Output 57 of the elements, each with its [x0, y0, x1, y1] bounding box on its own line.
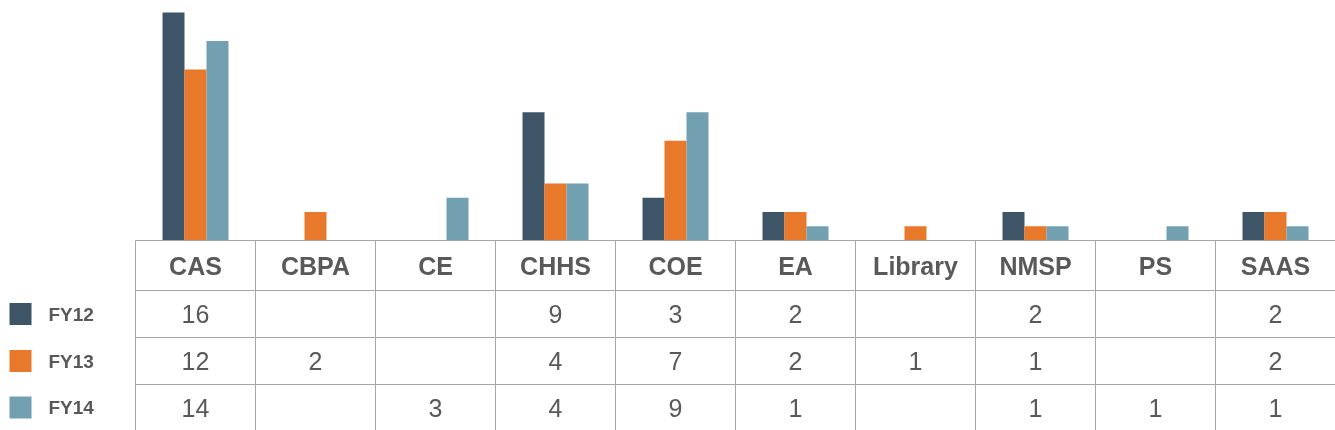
bar: [642, 197, 665, 241]
data-label: 2: [308, 347, 323, 375]
data-label: 3: [668, 300, 683, 328]
legend-label: FY14: [48, 397, 95, 418]
data-label: 7: [668, 347, 683, 375]
data-label: 1: [1268, 393, 1283, 422]
data-label: 2: [1268, 347, 1283, 375]
bar: [1286, 226, 1309, 241]
bar: [566, 183, 589, 241]
data-label: 1: [1028, 347, 1043, 375]
x-tick-label: COE: [648, 251, 703, 280]
x-tick-label: CHHS: [520, 251, 591, 280]
data-label: 4: [548, 347, 563, 375]
data-label: 4: [548, 393, 563, 422]
bar: [686, 112, 709, 241]
data-label: 1: [1148, 393, 1163, 422]
bar: [304, 212, 327, 241]
bar: [1024, 226, 1047, 241]
legend-label: FY12: [48, 303, 94, 325]
data-label: 1: [788, 393, 803, 422]
data-label: 1: [908, 347, 923, 375]
data-label: 12: [181, 347, 210, 375]
x-tick-label: PS: [1138, 251, 1173, 280]
data-label: 2: [788, 300, 803, 328]
data-label: 1: [1028, 393, 1043, 422]
bar: [522, 112, 545, 241]
bar: [544, 183, 567, 241]
legend-label: FY13: [48, 350, 94, 372]
data-label: 9: [668, 393, 683, 422]
x-tick-label: NMSP: [999, 251, 1072, 280]
bar: [806, 226, 829, 241]
bar: [446, 197, 469, 241]
bar: [762, 212, 785, 241]
data-label: 2: [788, 347, 803, 375]
x-tick-label: EA: [778, 251, 813, 280]
bar: [162, 12, 185, 241]
bar: [1166, 226, 1189, 241]
bar: [184, 69, 207, 241]
bar: [1242, 212, 1265, 241]
x-tick-label: SAAS: [1240, 251, 1311, 280]
bar: [1264, 212, 1287, 241]
bar: [904, 226, 927, 241]
data-label: 2: [1268, 300, 1283, 328]
data-label: 3: [428, 393, 443, 422]
bar: [664, 140, 687, 241]
data-label: 2: [1028, 300, 1043, 328]
bar: [1002, 212, 1025, 241]
data-label: 16: [181, 300, 210, 328]
data-label: 9: [548, 300, 563, 328]
x-tick-label: CBPA: [281, 251, 350, 280]
x-tick-label: Library: [873, 251, 958, 280]
x-tick-label: CAS: [169, 251, 222, 280]
bar: [206, 41, 229, 241]
x-tick-label: CE: [418, 251, 453, 280]
bar: [1046, 226, 1069, 241]
bar: [784, 212, 807, 241]
data-label: 14: [181, 393, 210, 422]
